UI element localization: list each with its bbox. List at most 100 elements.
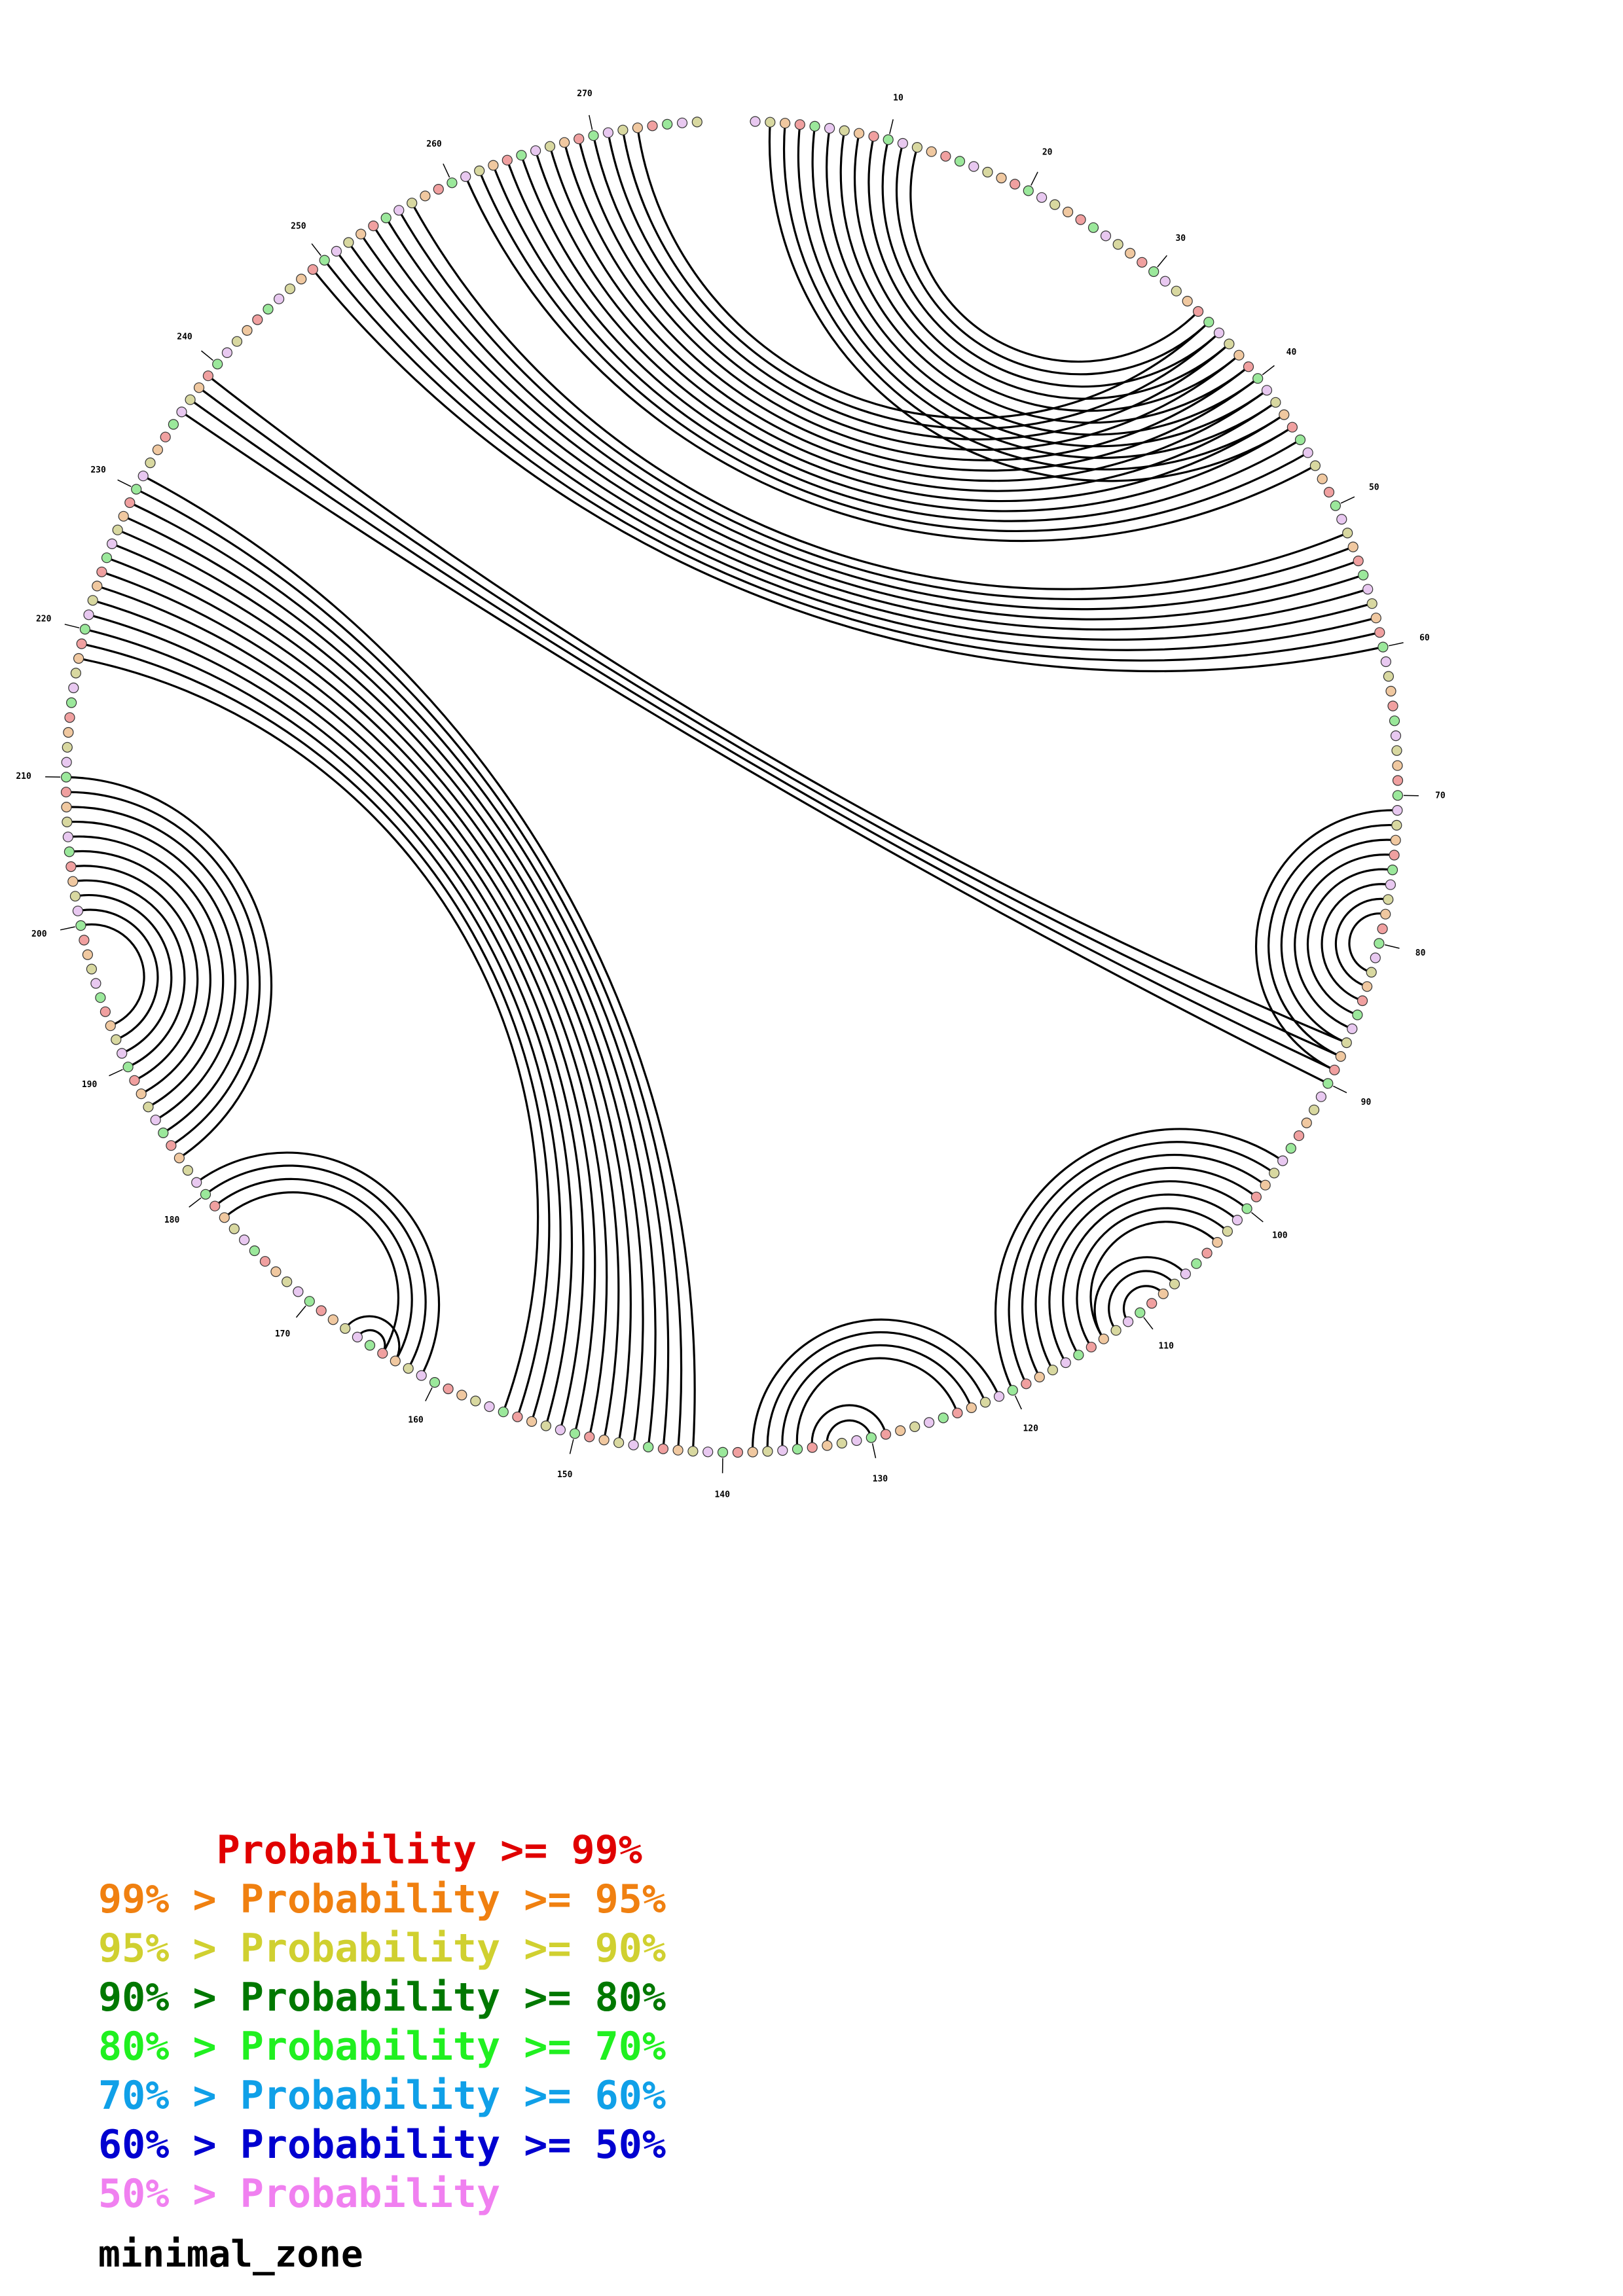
nucleotide-circle bbox=[393, 205, 405, 216]
nucleotide-circle bbox=[331, 245, 342, 257]
tick-mark bbox=[117, 479, 132, 488]
nucleotide-circle bbox=[65, 697, 77, 708]
nucleotide-circle bbox=[73, 653, 84, 664]
nucleotide-circle bbox=[249, 1245, 260, 1257]
base-pair-arc bbox=[92, 599, 585, 1431]
nucleotide-circle bbox=[100, 1006, 111, 1017]
nucleotide-circle bbox=[1309, 460, 1321, 471]
base-pair-arc bbox=[782, 123, 1285, 471]
nucleotide-circle bbox=[176, 406, 187, 418]
base-pair-arc bbox=[111, 543, 632, 1443]
nucleotide-circle bbox=[1352, 1009, 1363, 1020]
nucleotide-circle bbox=[68, 682, 79, 694]
nucleotide-circle bbox=[1358, 569, 1369, 581]
nucleotide-circle bbox=[1315, 1091, 1327, 1102]
nucleotide-circle bbox=[1387, 864, 1398, 876]
nucleotide-circle bbox=[687, 1446, 699, 1457]
nucleotide-circle bbox=[1087, 222, 1099, 233]
legend-row-70: 80% > Probability >= 70% bbox=[98, 2024, 666, 2070]
nucleotide-circle bbox=[145, 457, 156, 469]
nucleotide-circle bbox=[1383, 894, 1394, 905]
nucleotide-circle bbox=[732, 1446, 744, 1458]
tick-mark bbox=[295, 1305, 306, 1318]
nucleotide-circle bbox=[364, 1340, 376, 1351]
nucleotide-circle bbox=[530, 145, 541, 156]
nucleotide-circle bbox=[420, 190, 431, 202]
nucleotide-circle bbox=[1261, 385, 1273, 396]
nucleotide-circle bbox=[853, 128, 865, 139]
nucleotide-circle bbox=[1342, 528, 1353, 539]
base-pair-arc bbox=[84, 628, 562, 1422]
nucleotide-circle bbox=[443, 1383, 454, 1395]
nucleotide-circle bbox=[76, 638, 87, 649]
tick-mark bbox=[1014, 1395, 1022, 1410]
base-pair-arc bbox=[853, 133, 1240, 412]
nucleotide-circle bbox=[137, 471, 149, 482]
nucleotide-circle bbox=[1392, 760, 1403, 771]
nucleotide-circle bbox=[762, 1446, 773, 1457]
nucleotide-circle bbox=[460, 171, 471, 182]
legend-row-95: 99% > Probability >= 95% bbox=[98, 1876, 666, 1922]
nucleotide-circle bbox=[105, 1020, 116, 1031]
nucleotide-circle bbox=[65, 861, 77, 872]
tick-mark bbox=[569, 1439, 574, 1454]
nucleotide-circle bbox=[356, 228, 367, 240]
tick-label: 40 bbox=[1286, 348, 1297, 357]
tick-label: 180 bbox=[164, 1215, 180, 1225]
tick-label: 200 bbox=[31, 929, 47, 939]
base-pair-arc bbox=[372, 225, 1364, 620]
base-pair-arc bbox=[1254, 809, 1398, 1071]
nucleotide-circle bbox=[1370, 952, 1381, 963]
tick-label: 140 bbox=[714, 1490, 730, 1499]
base-pair-arc bbox=[1348, 912, 1386, 974]
tick-label: 120 bbox=[1023, 1424, 1038, 1434]
nucleotide-circle bbox=[747, 1446, 758, 1458]
nucleotide-circle bbox=[1085, 1342, 1097, 1353]
tick-label: 240 bbox=[177, 332, 192, 342]
nucleotide-circle bbox=[1158, 1288, 1169, 1299]
nucleotide-circle bbox=[390, 1355, 401, 1367]
nucleotide-circle bbox=[67, 876, 79, 887]
tick-label: 220 bbox=[36, 615, 52, 624]
tick-label: 230 bbox=[90, 465, 106, 475]
tick-label: 90 bbox=[1361, 1098, 1372, 1107]
nucleotide-circle bbox=[1347, 1023, 1358, 1035]
arc-diagram: 10 20 30 40 50 60 70 80 90 100 110 120 130 140 150 160 1… bbox=[16, 89, 1446, 1499]
nucleotide-circle bbox=[895, 1425, 906, 1436]
nucleotide-circle bbox=[456, 1390, 467, 1401]
nucleotide-circle bbox=[1279, 409, 1290, 420]
nucleotide-circle bbox=[1377, 923, 1388, 935]
nucleotide-circle bbox=[200, 1189, 211, 1200]
nucleotide-circle bbox=[64, 712, 75, 723]
nucleotide-circle bbox=[1366, 967, 1377, 978]
tick-label: 160 bbox=[408, 1416, 424, 1426]
base-pair-arc bbox=[1108, 1270, 1176, 1331]
nucleotide-circle bbox=[327, 1314, 338, 1325]
nucleotide-circle bbox=[403, 1363, 414, 1374]
nucleotide-circle bbox=[447, 177, 458, 188]
base-pair-arc bbox=[136, 488, 683, 1450]
tick-mark bbox=[871, 1443, 877, 1458]
base-pair-arc bbox=[69, 850, 211, 1095]
tick-mark bbox=[64, 624, 80, 629]
nucleotide-circle bbox=[122, 1062, 134, 1073]
nucleotide-circle bbox=[60, 787, 72, 798]
nucleotide-circle bbox=[1073, 1350, 1084, 1361]
nucleotide-circle bbox=[866, 1432, 877, 1443]
nucleotide-circle bbox=[1169, 1278, 1180, 1289]
nucleotide-circle bbox=[1034, 1371, 1045, 1383]
base-pair-arc bbox=[356, 1329, 386, 1354]
nucleotide-circle bbox=[252, 314, 263, 325]
base-pair-arc bbox=[106, 556, 620, 1441]
base-pair-arc bbox=[1280, 838, 1396, 1044]
nucleotide-circle bbox=[191, 1177, 202, 1188]
base-pair-arc bbox=[67, 835, 225, 1108]
base-pair-arc bbox=[344, 1315, 401, 1362]
nucleotide-circle bbox=[433, 184, 444, 195]
nucleotide-circle bbox=[1110, 1325, 1122, 1336]
nucleotide-circle bbox=[1317, 473, 1328, 484]
nucleotide-circle bbox=[809, 120, 820, 132]
nucleotide-circle bbox=[87, 595, 98, 606]
nucleotide-circle bbox=[212, 359, 223, 370]
nucleotide-circle bbox=[1308, 1104, 1320, 1115]
